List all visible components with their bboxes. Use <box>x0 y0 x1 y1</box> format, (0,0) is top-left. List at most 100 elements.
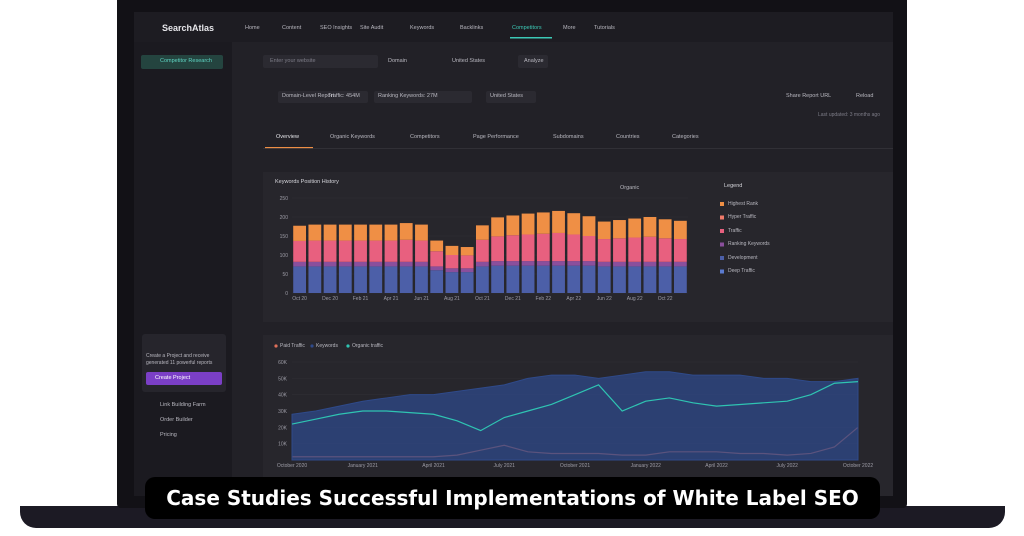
bar-segment <box>430 270 444 293</box>
x-tick-label: January 2022 <box>631 463 662 469</box>
x-tick-label: April 2021 <box>422 463 445 469</box>
bar-segment <box>536 265 550 293</box>
bar-segment <box>582 216 596 236</box>
tab[interactable]: Competitors <box>410 134 440 140</box>
tab[interactable]: Overview <box>276 134 299 140</box>
share-button[interactable]: Share Report URL <box>786 93 832 99</box>
chart-dropdown[interactable]: Organic <box>620 185 640 191</box>
bar-segment <box>567 213 581 235</box>
bar-segment <box>567 234 581 262</box>
bar-segment <box>673 220 687 240</box>
promo-button[interactable]: Create Project <box>155 375 191 381</box>
sidebar-link[interactable]: Order Builder <box>160 417 193 423</box>
nav-item[interactable]: Site Audit <box>360 25 384 31</box>
legend-marker <box>274 344 278 348</box>
tab[interactable]: Categories <box>672 134 699 140</box>
sidebar-link[interactable]: Link Building Farm <box>160 402 206 408</box>
bar-segment <box>582 261 596 266</box>
bar-segment <box>673 239 687 262</box>
report-chip <box>374 91 472 103</box>
bar-segment <box>475 261 489 267</box>
search-mode[interactable]: Domain <box>388 58 407 64</box>
report-country: United States <box>490 93 524 99</box>
bar-segment <box>521 265 535 293</box>
bar-segment <box>293 240 307 262</box>
legend-swatch <box>720 229 724 233</box>
tab[interactable]: Subdomains <box>553 134 584 140</box>
last-updated: Last updated: 3 months ago <box>818 112 880 118</box>
reload-button[interactable]: Reload <box>856 93 874 99</box>
legend-swatch <box>720 242 724 247</box>
tab[interactable]: Countries <box>616 134 640 140</box>
bar-segment <box>628 266 642 293</box>
bar-segment <box>628 218 642 238</box>
bar-segment <box>445 272 459 293</box>
bar-segment <box>323 261 337 267</box>
bar-segment <box>415 240 428 262</box>
bar-segment <box>308 261 322 267</box>
tab[interactable]: Organic Keywords <box>330 134 375 140</box>
bar-segment <box>384 266 398 293</box>
bar-segment <box>338 224 352 241</box>
report-chip <box>278 91 338 103</box>
nav-item[interactable]: More <box>563 25 576 31</box>
bar-segment <box>399 261 413 267</box>
bar-segment <box>338 266 352 293</box>
bar-segment <box>399 223 413 240</box>
search-placeholder[interactable]: Enter your website <box>270 58 316 64</box>
x-tick-label: Apr 21 <box>384 296 399 302</box>
x-tick-label: Apr 22 <box>566 296 581 302</box>
bar-segment <box>308 240 322 262</box>
bar-segment <box>369 261 383 267</box>
bar-segment <box>399 239 413 262</box>
sidebar-link[interactable]: Pricing <box>160 432 177 438</box>
chart-title: Keywords Position History <box>275 179 339 185</box>
search-input <box>263 55 378 68</box>
bar-segment <box>552 261 565 266</box>
bar-segment <box>552 232 565 262</box>
bar-segment <box>658 238 672 262</box>
nav-item[interactable]: Tutorials <box>594 25 615 31</box>
search-country[interactable]: United States <box>452 58 486 64</box>
x-tick-label: July 2021 <box>494 463 516 469</box>
bar-segment <box>354 224 367 241</box>
nav-item[interactable]: Competitors <box>512 25 542 31</box>
bar-segment <box>613 261 626 267</box>
bar-segment <box>293 266 307 293</box>
bar-segment <box>460 268 474 273</box>
bar-segment <box>475 225 489 240</box>
nav-item[interactable]: SEO Insights <box>320 25 353 31</box>
bar-segment <box>658 219 672 239</box>
bar-segment <box>613 238 626 262</box>
analyze-bg <box>518 55 548 68</box>
nav-item[interactable]: Content <box>282 25 302 31</box>
bar-segment <box>643 266 657 293</box>
nav-item[interactable]: Keywords <box>410 25 435 31</box>
nav-item[interactable]: Home <box>245 25 260 31</box>
bar-segment <box>338 261 352 267</box>
legend-label: Traffic <box>728 227 742 234</box>
x-tick-label: Dec 20 <box>322 296 338 302</box>
analyze-button[interactable]: Analyze <box>524 58 544 64</box>
sidebar-active[interactable]: Competitor Research <box>160 58 212 64</box>
bar-segment <box>430 266 444 271</box>
area <box>291 371 859 461</box>
bar-segment <box>384 240 398 262</box>
y-tick-label: 20K <box>278 425 288 431</box>
bar-segment <box>445 255 459 269</box>
bar-segment <box>293 225 307 241</box>
legend-title: Legend <box>724 183 743 189</box>
x-tick-label: October 2022 <box>843 463 874 469</box>
tab[interactable]: Page Performance <box>473 134 519 140</box>
nav-item[interactable]: Backlinks <box>460 25 484 31</box>
bar-segment <box>673 261 687 267</box>
bar-segment <box>354 240 367 262</box>
bar-segment <box>491 236 505 262</box>
bar-segment <box>521 261 535 266</box>
x-tick-label: January 2021 <box>348 463 379 469</box>
x-tick-label: Oct 22 <box>658 296 673 302</box>
bar-segment <box>582 265 596 293</box>
legend-swatch <box>720 215 724 220</box>
